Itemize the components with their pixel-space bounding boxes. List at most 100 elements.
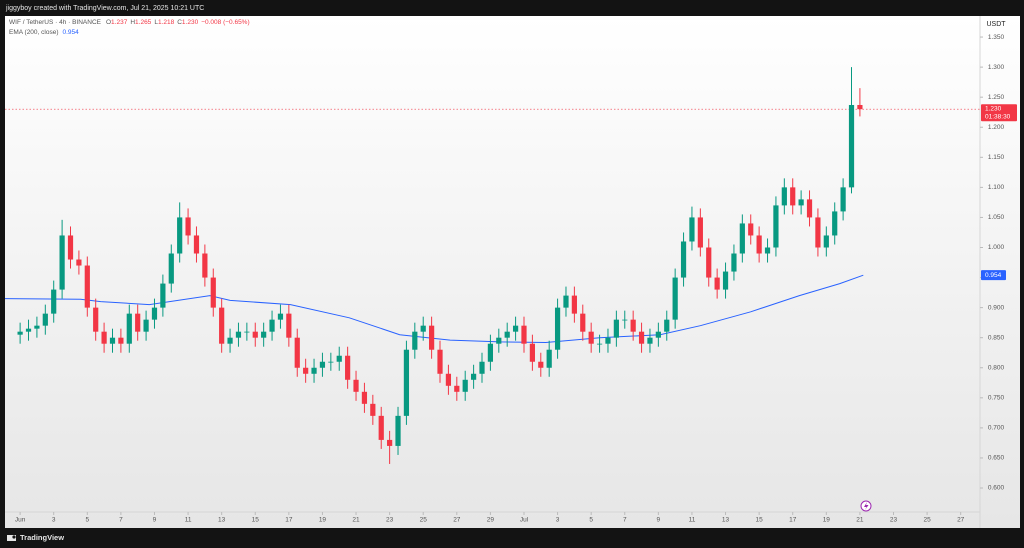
footer-text: TradingView bbox=[20, 533, 64, 542]
ema-tag-label: 0.954 bbox=[985, 272, 1002, 279]
candle-body bbox=[437, 349, 443, 374]
candle-body bbox=[655, 331, 661, 338]
y-tick-label: 0.800 bbox=[988, 364, 1005, 371]
candle-body bbox=[630, 319, 636, 332]
header-text: jiggyboy created with TradingView.com, J… bbox=[5, 5, 204, 12]
candle-body bbox=[387, 439, 393, 446]
x-tick-label: 21 bbox=[352, 517, 360, 524]
candle-body bbox=[168, 253, 174, 284]
x-tick-label: 17 bbox=[285, 517, 293, 524]
x-tick-label: 17 bbox=[789, 517, 797, 524]
candle-body bbox=[84, 265, 90, 308]
x-tick-label: 25 bbox=[420, 517, 428, 524]
candle-body bbox=[622, 319, 628, 321]
candle-body bbox=[17, 331, 23, 335]
candle-body bbox=[311, 367, 317, 374]
y-tick-label: 0.750 bbox=[988, 395, 1005, 402]
candle-body bbox=[638, 331, 645, 344]
candle-body bbox=[823, 235, 829, 248]
legend-ohlc-value: 1.230 bbox=[182, 19, 199, 26]
candle-body bbox=[185, 217, 191, 236]
candle-body bbox=[294, 337, 300, 368]
x-tick-label: 9 bbox=[153, 517, 157, 524]
legend-ohlc-value: 1.265 bbox=[135, 19, 152, 26]
countdown-label: 01:38:30 bbox=[985, 113, 1011, 120]
candle-body bbox=[664, 319, 670, 332]
candle-body bbox=[840, 187, 846, 212]
legend-line: EMA (200, close) 0.954 bbox=[9, 29, 79, 36]
x-tick-label: 3 bbox=[556, 517, 560, 524]
candle-body bbox=[529, 343, 535, 362]
y-tick-label: 1.050 bbox=[988, 214, 1005, 221]
x-tick-label: 7 bbox=[119, 517, 123, 524]
candle-body bbox=[764, 247, 771, 254]
candle-body bbox=[848, 104, 855, 188]
candle-body bbox=[739, 223, 745, 254]
y-tick-label: 1.100 bbox=[988, 184, 1005, 191]
candle-body bbox=[210, 277, 216, 308]
candle-body bbox=[109, 337, 116, 344]
candle-body bbox=[487, 343, 494, 362]
x-tick-label: 13 bbox=[722, 517, 730, 524]
candle-body bbox=[680, 241, 687, 278]
y-tick-label: 1.200 bbox=[988, 124, 1005, 131]
candle-body bbox=[76, 259, 82, 266]
candle-body bbox=[748, 223, 754, 236]
legend-ohlc-label: H bbox=[130, 19, 135, 26]
candle-body bbox=[479, 361, 485, 374]
candle-body bbox=[420, 325, 426, 332]
candle-body bbox=[143, 319, 149, 332]
candle-body bbox=[706, 247, 712, 278]
candle-body bbox=[689, 217, 695, 242]
candle-body bbox=[25, 328, 32, 332]
candle-body bbox=[67, 235, 74, 260]
candle-body bbox=[378, 415, 384, 440]
x-tick-label: 23 bbox=[890, 517, 898, 524]
candle-body bbox=[126, 313, 132, 344]
candle-body bbox=[546, 349, 552, 368]
candle-body bbox=[445, 373, 452, 386]
x-tick-label: 19 bbox=[319, 517, 327, 524]
candle-body bbox=[202, 253, 208, 278]
candle-body bbox=[118, 337, 124, 344]
candle-body bbox=[471, 373, 477, 380]
legend-ohlc-value: 1.218 bbox=[158, 19, 175, 26]
candle-body bbox=[328, 361, 334, 363]
y-tick-label: 0.700 bbox=[988, 425, 1005, 432]
x-tick-label: 21 bbox=[856, 517, 864, 524]
candle-body bbox=[605, 337, 611, 344]
candle-body bbox=[588, 331, 594, 344]
x-tick-label: 11 bbox=[689, 517, 696, 524]
candle-body bbox=[101, 331, 107, 344]
candle-body bbox=[177, 217, 183, 254]
y-tick-label: 0.600 bbox=[988, 485, 1005, 492]
ema-legend-value: 0.954 bbox=[63, 29, 80, 36]
x-tick-label: Jul bbox=[520, 517, 529, 524]
candle-body bbox=[496, 337, 502, 344]
candle-body bbox=[51, 289, 57, 314]
y-tick-label: 0.650 bbox=[988, 455, 1005, 462]
candle-body bbox=[261, 331, 267, 338]
x-tick-label: 27 bbox=[957, 517, 965, 524]
candle-body bbox=[613, 319, 619, 338]
x-tick-label: Jun bbox=[15, 517, 26, 524]
legend-line: WIF / TetherUS · 4h · BINANCE O1.237 H1.26… bbox=[9, 19, 250, 26]
alert-icon[interactable] bbox=[860, 500, 872, 512]
x-tick-label: 15 bbox=[756, 517, 764, 524]
y-tick-label: 1.150 bbox=[988, 154, 1005, 161]
candle-body bbox=[160, 283, 166, 308]
legend-ohlc-label: C bbox=[177, 19, 182, 26]
candle-body bbox=[370, 403, 376, 416]
x-tick-label: 25 bbox=[923, 517, 931, 524]
legend-ohlc-label: L bbox=[154, 19, 158, 26]
candle-body bbox=[59, 235, 65, 290]
y-tick-label: 1.000 bbox=[988, 244, 1005, 251]
ema-legend-name: EMA (200, close) bbox=[9, 29, 59, 36]
candle-body bbox=[563, 295, 569, 308]
footer-logo bbox=[7, 535, 16, 541]
candle-body bbox=[756, 235, 762, 254]
candle-body bbox=[151, 307, 158, 320]
candle-body bbox=[773, 205, 779, 248]
candle-body bbox=[454, 385, 460, 392]
